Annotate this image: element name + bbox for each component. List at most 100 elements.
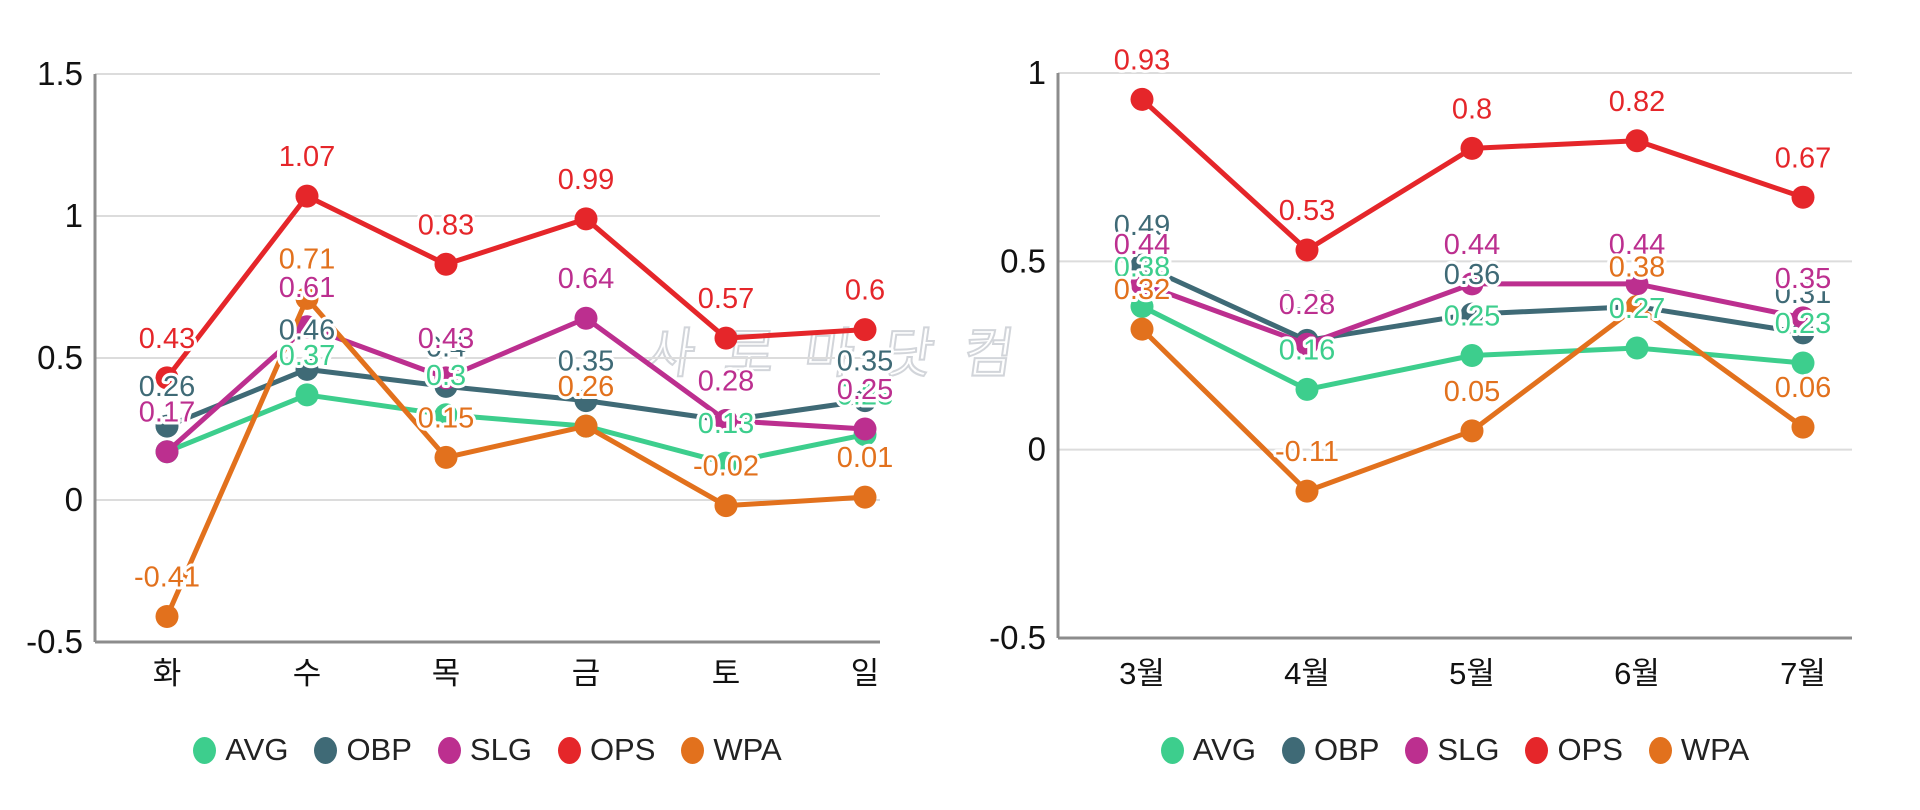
right-value-label-ops-2: 0.53 bbox=[1279, 195, 1335, 227]
left-value-label-wpa-6: 0.01 bbox=[837, 442, 893, 474]
legend-item-obp[interactable]: OBP bbox=[314, 732, 412, 768]
right-value-label-wpa-2: -0.11 bbox=[1275, 436, 1339, 468]
right-x-tick-4: 6월 bbox=[1614, 656, 1660, 691]
right-point-ops-3 bbox=[1460, 136, 1484, 160]
left-x-tick-2: 수 bbox=[293, 656, 322, 691]
left-x-tick-5: 토 bbox=[712, 656, 741, 691]
left-value-label-ops-1: 0.43 bbox=[139, 323, 195, 355]
left-x-tick-1: 화 bbox=[153, 656, 182, 691]
right-point-ops-1 bbox=[1130, 87, 1154, 111]
left-value-label-wpa-2: 0.71 bbox=[279, 243, 335, 275]
right-point-wpa-4 bbox=[1625, 295, 1649, 319]
left-value-label-wpa-4: 0.26 bbox=[558, 371, 614, 403]
right-point-wpa-3 bbox=[1460, 419, 1484, 443]
left-line-wpa bbox=[164, 295, 868, 619]
left-value-label-obp-5: 0.28 bbox=[698, 365, 754, 397]
left-point-avg-2 bbox=[295, 383, 319, 407]
right-x-tick-3: 5월 bbox=[1449, 656, 1495, 691]
right-value-label-ops-3: 0.8 bbox=[1452, 93, 1492, 125]
legend-item-avg[interactable]: AVG bbox=[1160, 732, 1256, 768]
right-point-wpa-1 bbox=[1130, 317, 1154, 341]
legend-label-slg: SLG bbox=[469, 732, 532, 767]
legend-item-slg[interactable]: SLG bbox=[437, 732, 532, 768]
left-point-wpa-6 bbox=[853, 485, 877, 509]
left-x-tick-6: 일 bbox=[851, 656, 880, 691]
legend-item-wpa[interactable]: WPA bbox=[681, 732, 782, 768]
legend-dot-slg bbox=[437, 736, 461, 764]
legend-item-avg[interactable]: AVG bbox=[193, 732, 288, 768]
right-value-label-obp-1: 0.49 bbox=[1114, 210, 1170, 242]
left-point-wpa-2 bbox=[295, 286, 319, 310]
right-point-slg-1 bbox=[1130, 272, 1154, 296]
left-x-tick-3: 목 bbox=[432, 656, 461, 691]
right-point-obp-3 bbox=[1460, 302, 1484, 326]
legend-item-ops[interactable]: OPS bbox=[1525, 732, 1623, 768]
left-point-ops-1 bbox=[155, 366, 179, 390]
right-value-label-wpa-5: 0.06 bbox=[1775, 372, 1831, 404]
right-point-obp-1 bbox=[1130, 253, 1154, 277]
right-x-tick-1: 3월 bbox=[1119, 656, 1165, 691]
right-point-ops-2 bbox=[1295, 238, 1319, 262]
right-point-slg-3 bbox=[1460, 272, 1484, 296]
legend-label-avg: AVG bbox=[225, 732, 289, 767]
left-point-wpa-4 bbox=[574, 414, 598, 438]
left-point-wpa-5 bbox=[714, 494, 738, 518]
right-point-wpa-5 bbox=[1791, 415, 1815, 439]
legend-dot-obp bbox=[314, 736, 338, 764]
right-x-tick-2: 4월 bbox=[1284, 656, 1330, 691]
left-point-slg-4 bbox=[574, 306, 598, 330]
legend-label-wpa: WPA bbox=[713, 732, 782, 767]
right-point-avg-5 bbox=[1791, 351, 1815, 375]
left-y-tick-1: 1 bbox=[65, 197, 83, 234]
right-value-label-wpa-1: 0.32 bbox=[1114, 274, 1170, 306]
left-point-ops-6 bbox=[853, 318, 877, 342]
right-value-label-slg-5: 0.35 bbox=[1775, 263, 1831, 295]
legend-item-obp[interactable]: OBP bbox=[1281, 732, 1379, 768]
left-value-label-avg-2: 0.37 bbox=[279, 340, 335, 372]
legend-label-wpa: WPA bbox=[1680, 732, 1750, 767]
legend-label-obp: OBP bbox=[346, 732, 412, 767]
right-y-tick-1: 1 bbox=[1028, 54, 1046, 91]
right-point-ops-5 bbox=[1791, 185, 1815, 209]
legend-dot-ops bbox=[1525, 736, 1549, 764]
left-line-avg bbox=[164, 392, 868, 466]
left-value-label-avg-3: 0.3 bbox=[426, 360, 466, 392]
right-point-slg-4 bbox=[1625, 272, 1649, 296]
left-value-label-obp-3: 0.4 bbox=[426, 331, 466, 363]
right-y-tick-0.5: 0.5 bbox=[1000, 242, 1046, 279]
left-value-label-obp-1: 0.26 bbox=[139, 371, 195, 403]
left-point-wpa-1 bbox=[155, 604, 179, 628]
left-value-label-slg-6: 0.25 bbox=[837, 374, 893, 406]
left-y-tick-0.5: 0.5 bbox=[37, 339, 83, 376]
left-point-obp-2 bbox=[295, 357, 319, 381]
left-y-tick-0: 0 bbox=[65, 481, 83, 518]
left-value-label-ops-4: 0.99 bbox=[558, 164, 614, 196]
legend-item-ops[interactable]: OPS bbox=[557, 732, 655, 768]
left-point-avg-3 bbox=[434, 403, 458, 427]
legend-item-wpa[interactable]: WPA bbox=[1648, 732, 1750, 768]
right-value-label-slg-3: 0.44 bbox=[1444, 229, 1500, 261]
right-value-label-ops-4: 0.82 bbox=[1609, 86, 1665, 118]
right-x-tick-5: 7월 bbox=[1780, 656, 1826, 691]
right-value-label-avg-5: 0.23 bbox=[1775, 308, 1831, 340]
legend-dot-ops bbox=[557, 736, 581, 764]
left-value-label-wpa-3: 0.15 bbox=[418, 402, 474, 434]
left-point-slg-5 bbox=[714, 408, 738, 432]
right-value-label-wpa-3: 0.05 bbox=[1444, 376, 1500, 408]
legend-item-slg[interactable]: SLG bbox=[1405, 732, 1499, 768]
left-value-label-slg-2: 0.61 bbox=[279, 272, 335, 304]
left-point-slg-6 bbox=[853, 417, 877, 441]
right-value-label-wpa-4: 0.38 bbox=[1609, 252, 1665, 284]
right-y-tick--0.5: -0.5 bbox=[989, 619, 1046, 656]
right-value-label-obp-5: 0.31 bbox=[1775, 278, 1831, 310]
left-value-label-obp-2: 0.46 bbox=[279, 314, 335, 346]
legend-dot-obp bbox=[1281, 736, 1305, 764]
legend-label-slg: SLG bbox=[1437, 732, 1500, 767]
left-point-avg-5 bbox=[714, 451, 738, 475]
legend-dot-slg bbox=[1405, 736, 1429, 764]
left-value-label-slg-4: 0.64 bbox=[558, 263, 614, 295]
left-point-ops-5 bbox=[714, 326, 738, 350]
left-value-label-obp-4: 0.35 bbox=[558, 346, 614, 378]
left-value-label-slg-1: 0.17 bbox=[139, 397, 195, 429]
